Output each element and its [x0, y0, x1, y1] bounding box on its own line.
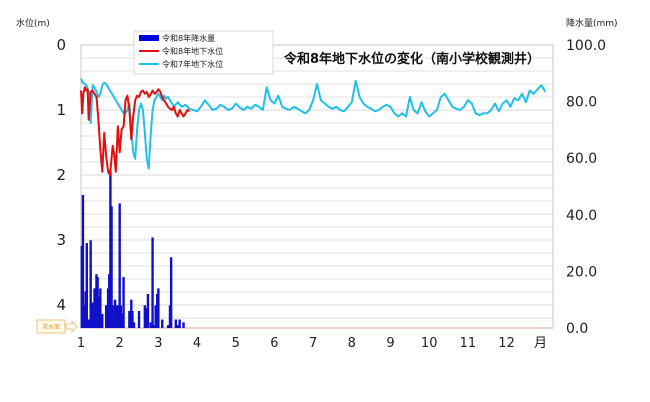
right-axis-tick: 80.0	[566, 95, 597, 111]
left-axis-tick: 1	[56, 101, 66, 119]
rainfall-bar	[137, 311, 141, 328]
right-axis-label: 降水量(mm)	[566, 17, 618, 29]
x-axis-tick: 3	[154, 336, 162, 351]
rainfall-bar	[96, 277, 99, 328]
left-axis-tick: 4	[56, 296, 66, 314]
rainfall-bar	[157, 288, 160, 328]
rainfall-bar	[89, 240, 92, 328]
right-axis-tick: 20.0	[566, 264, 597, 280]
left-axis-tick: 2	[56, 166, 66, 184]
rainfall-bar	[122, 277, 125, 328]
rainfall-bar	[81, 194, 85, 328]
grid-lines	[81, 57, 553, 319]
x-axis-tick: 6	[270, 336, 278, 351]
x-axis-unit: 月	[534, 336, 547, 351]
chart-title: 令和8年地下水位の変化（南小学校観測井）	[284, 51, 540, 67]
legend-swatch-bar	[139, 35, 159, 41]
rainfall-bar	[99, 288, 102, 328]
drought-marker-label: 渇水面	[42, 323, 60, 331]
rainfall-bar	[116, 305, 120, 328]
rainfall-bar	[118, 203, 121, 328]
rainfall-bar	[91, 302, 94, 328]
rainfall-bar	[143, 305, 147, 328]
rainfall-bar	[176, 325, 179, 328]
x-axis-tick: 12	[498, 336, 515, 351]
arrow-right-icon	[65, 320, 78, 333]
drought-marker: 渇水面	[36, 319, 78, 334]
left-axis-tick: 0	[56, 36, 66, 54]
x-axis-tick: 11	[460, 336, 477, 351]
left-axis-ticks: 0 1 2 3 4	[56, 36, 66, 314]
rainfall-bar	[104, 305, 108, 328]
left-axis-tick: 3	[56, 231, 66, 249]
series-r8-groundwater-line	[80, 86, 190, 176]
legend-label: 令和8年地下水位	[162, 46, 223, 56]
rainfall-bar	[149, 322, 152, 328]
x-axis-tick: 7	[309, 336, 317, 351]
right-axis-tick: 60.0	[566, 151, 597, 167]
x-axis-tick: 5	[232, 336, 240, 351]
rainfall-bar	[166, 325, 170, 328]
x-axis-tick: 1	[77, 336, 85, 351]
rainfall-bar	[182, 322, 185, 328]
rainfall-bar	[151, 237, 154, 328]
rainfall-bar	[154, 305, 157, 328]
x-axis-tick: 4	[193, 336, 201, 351]
rainfall-bar	[113, 299, 117, 328]
legend-label: 令和7年地下水位	[162, 59, 223, 69]
rainfall-bars	[80, 169, 185, 328]
rainfall-bar	[146, 294, 150, 328]
legend-label: 令和8年降水量	[162, 33, 215, 43]
x-axis-tick: 2	[116, 336, 124, 351]
rainfall-bar	[87, 319, 90, 328]
rainfall-bar	[85, 243, 89, 328]
rainfall-bar	[161, 319, 164, 328]
x-axis-tick: 10	[421, 336, 438, 351]
rainfall-bar	[131, 311, 134, 328]
rainfall-bar	[174, 319, 177, 328]
x-axis-tick: 8	[348, 336, 356, 351]
right-axis-tick: 100.0	[566, 38, 606, 54]
right-axis-ticks: 100.0 80.0 60.0 40.0 20.0 0.0	[566, 38, 606, 337]
rainfall-bar	[115, 305, 118, 328]
rainfall-bar	[110, 206, 113, 328]
rainfall-bar	[178, 319, 181, 328]
rainfall-bar	[93, 288, 96, 328]
rainfall-bar	[132, 322, 136, 328]
rainfall-bar	[101, 313, 104, 328]
rainfall-bar	[120, 313, 124, 328]
rainfall-bar	[82, 305, 86, 328]
drought-marker-box	[36, 319, 66, 334]
series-r7-groundwater-line	[80, 78, 547, 170]
right-axis-tick: 0.0	[566, 321, 588, 337]
right-axis-tick: 40.0	[566, 208, 597, 224]
left-axis-label: 水位(m)	[16, 17, 50, 29]
rainfall-bar	[169, 257, 173, 328]
rainfall-bar	[128, 311, 131, 328]
x-axis-ticks: 1 2 3 4 5 6 7 8 9 10 11 12	[77, 336, 515, 351]
x-axis-tick: 9	[386, 336, 394, 351]
